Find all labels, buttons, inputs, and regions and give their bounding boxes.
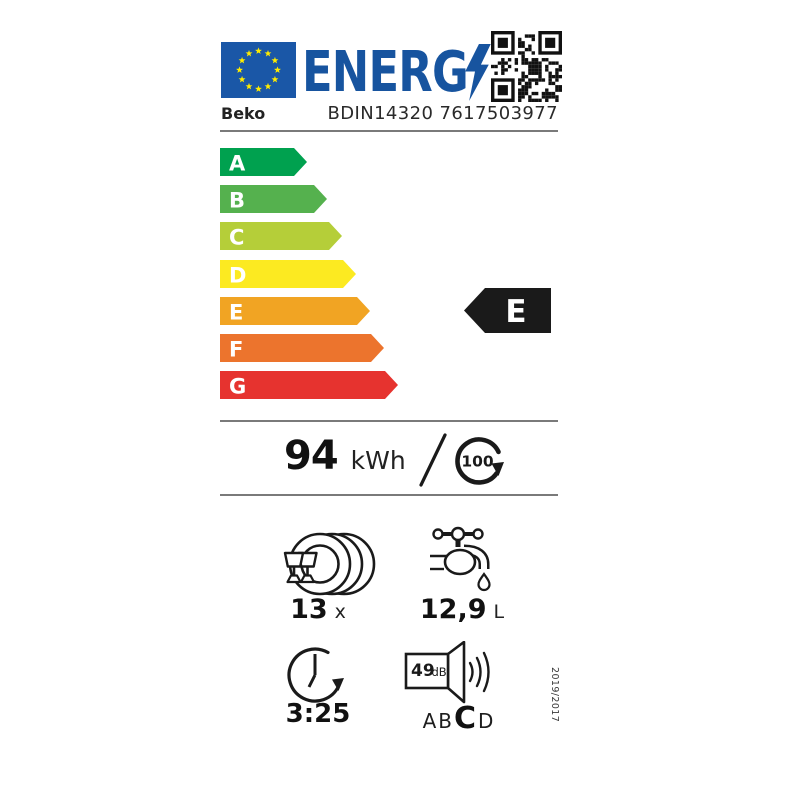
- energy-value: 94: [284, 433, 339, 479]
- eco-duration-icon: [287, 647, 344, 703]
- energy-unit: kWh: [350, 446, 406, 475]
- duration-value: 3:25: [285, 699, 351, 729]
- noise-value: 49: [411, 661, 435, 681]
- class-arrow-f: F: [220, 334, 384, 362]
- divider-consumption-bottom: [220, 494, 558, 496]
- noise-class-b: B: [438, 709, 452, 733]
- wine-glass-icon: [283, 551, 318, 584]
- svg-text:A: A: [229, 152, 246, 176]
- class-arrow-e: E: [220, 297, 370, 325]
- water-metric: 12,9 L: [408, 594, 516, 625]
- lightning-bolt-icon: [465, 44, 491, 101]
- slash-icon: [419, 433, 447, 487]
- noise-class-d: D: [478, 709, 494, 733]
- svg-text:B: B: [229, 189, 245, 213]
- per-cycles-value: 100: [461, 453, 494, 471]
- svg-text:D: D: [229, 264, 246, 288]
- sound-waves-icon: [468, 651, 490, 693]
- noise-unit: dB: [432, 665, 447, 679]
- svg-text:E: E: [229, 301, 243, 325]
- noise-icon: 49 dB: [404, 641, 490, 704]
- noise-class-c-rated: C: [453, 701, 477, 736]
- water-drop-icon: [477, 572, 491, 592]
- noise-class-scale: A B C D: [404, 701, 512, 736]
- divider-header: [220, 130, 558, 132]
- rated-class-letter: E: [505, 294, 526, 330]
- svg-text:G: G: [229, 375, 246, 399]
- water-value: 12,9: [419, 594, 487, 625]
- eu-flag-icon: [221, 42, 296, 98]
- svg-text:F: F: [229, 338, 243, 362]
- water-tap-icon: [430, 526, 491, 592]
- class-arrow-a: A: [220, 148, 307, 176]
- class-arrow-g: G: [220, 371, 398, 399]
- qr-code: [491, 31, 562, 102]
- regulation-reference: 2019/2017: [549, 667, 560, 723]
- per-cycles-icon: 100: [455, 437, 504, 485]
- capacity-metric: 13 x: [270, 594, 366, 625]
- energ-logo: ENERG: [302, 45, 509, 101]
- class-arrow-d: D: [220, 260, 356, 288]
- class-arrow-c: C: [220, 222, 342, 250]
- energ-logo-text: ENERG: [302, 40, 469, 105]
- class-arrow-b: B: [220, 185, 327, 213]
- noise-class-a: A: [422, 709, 437, 733]
- water-unit: L: [493, 601, 505, 623]
- rated-class-arrow: E: [464, 288, 551, 333]
- model-number: BDIN14320 7617503977: [327, 103, 558, 124]
- energy-consumption: 94 kWh: [284, 433, 406, 479]
- brand-name: Beko: [221, 104, 266, 123]
- place-settings-icon: [283, 532, 376, 596]
- divider-consumption-top: [220, 420, 558, 422]
- svg-text:C: C: [229, 226, 244, 250]
- capacity-value: 13: [290, 594, 328, 625]
- capacity-unit: x: [334, 601, 346, 623]
